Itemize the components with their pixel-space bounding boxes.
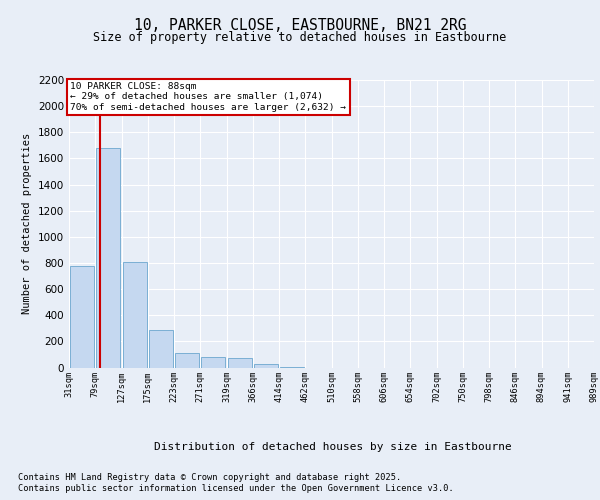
- Bar: [202, 357, 226, 368]
- Bar: [149, 330, 173, 368]
- Bar: [175, 353, 199, 368]
- Bar: [70, 266, 94, 368]
- Bar: [227, 358, 252, 368]
- Text: Contains public sector information licensed under the Open Government Licence v3: Contains public sector information licen…: [18, 484, 454, 493]
- Bar: [122, 262, 147, 368]
- Text: Contains HM Land Registry data © Crown copyright and database right 2025.: Contains HM Land Registry data © Crown c…: [18, 472, 401, 482]
- Bar: [96, 148, 121, 368]
- Bar: [254, 364, 278, 368]
- Text: Size of property relative to detached houses in Eastbourne: Size of property relative to detached ho…: [94, 31, 506, 44]
- Y-axis label: Number of detached properties: Number of detached properties: [22, 133, 32, 314]
- Text: Distribution of detached houses by size in Eastbourne: Distribution of detached houses by size …: [154, 442, 512, 452]
- Text: 10 PARKER CLOSE: 88sqm
← 29% of detached houses are smaller (1,074)
70% of semi-: 10 PARKER CLOSE: 88sqm ← 29% of detached…: [70, 82, 346, 112]
- Bar: [280, 367, 304, 368]
- Text: 10, PARKER CLOSE, EASTBOURNE, BN21 2RG: 10, PARKER CLOSE, EASTBOURNE, BN21 2RG: [134, 18, 466, 32]
